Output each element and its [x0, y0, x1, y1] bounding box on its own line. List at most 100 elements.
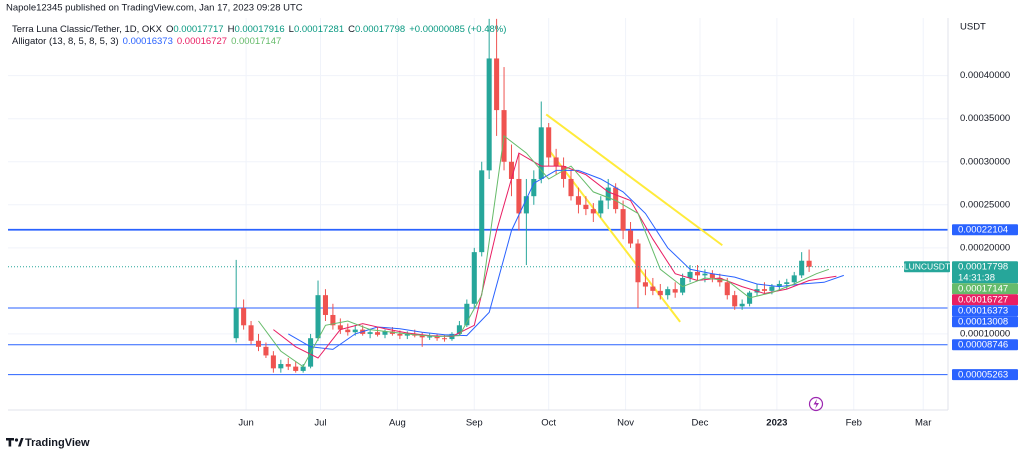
candle-body — [345, 329, 351, 333]
x-tick-label: 2023 — [766, 418, 787, 429]
y-tick-label: 0.00010000 — [960, 328, 1010, 339]
candle-body — [687, 271, 693, 278]
price-badge — [952, 294, 1018, 306]
candle-body — [776, 283, 782, 287]
x-tick-label: Dec — [692, 418, 709, 429]
legend-value: 0.00017281 — [294, 24, 344, 35]
candle-body — [278, 364, 284, 369]
legend-key: H — [228, 24, 235, 35]
candle-body — [531, 178, 537, 197]
legend-quote: Terra Luna Classic/Tether, 1D, OKX O0.000… — [12, 24, 506, 35]
indicator-line — [273, 152, 837, 359]
legend-title: Terra Luna Classic/Tether, 1D, OKX — [12, 24, 163, 35]
x-tick-label: Oct — [541, 418, 556, 429]
candle-body — [293, 366, 299, 371]
candle-body — [598, 200, 604, 214]
candle-body — [285, 364, 291, 367]
candle-body — [665, 289, 671, 296]
symbol-badge — [904, 261, 950, 273]
candle-body — [375, 332, 381, 335]
brand-logo — [6, 438, 24, 447]
candle-body — [233, 308, 239, 339]
candle-body — [672, 289, 678, 293]
price-badge — [952, 305, 1018, 317]
candle-body — [702, 273, 708, 276]
y-unit: USDT — [960, 22, 986, 33]
candle-body — [709, 273, 715, 278]
legend-key: C — [348, 24, 355, 35]
candle-body — [605, 187, 611, 201]
legend-key: O — [166, 24, 173, 35]
x-tick-label: Aug — [389, 418, 406, 429]
candle-body — [382, 331, 388, 335]
candle-body — [397, 333, 403, 336]
y-tick-label: 0.00035000 — [960, 113, 1010, 124]
price-badge — [952, 224, 1018, 236]
candle-body — [471, 252, 477, 304]
candle-body — [270, 355, 276, 369]
candle-body — [583, 204, 589, 210]
candle-body — [613, 187, 619, 210]
candle-body — [330, 314, 336, 326]
candle-body — [799, 260, 805, 276]
y-tick-label: 0.00040000 — [960, 70, 1010, 81]
y-tick-label: 0.00030000 — [960, 156, 1010, 167]
candle-body — [255, 340, 262, 347]
candle-body — [739, 303, 745, 307]
candle-body — [628, 230, 634, 244]
candle-body — [494, 58, 500, 111]
candle-body — [263, 346, 269, 356]
legend-indicator-name: Alligator (13, 8, 5, 8, 5, 3) — [12, 36, 119, 47]
trend-line — [545, 113, 723, 247]
candle-body — [657, 290, 663, 296]
price-badge-label: 0.00016373 — [958, 306, 1008, 317]
price-badge — [952, 283, 1018, 295]
candle-body — [516, 178, 522, 214]
legend-value: 0.00017798 — [355, 24, 405, 35]
candle-body — [479, 170, 485, 253]
candle-body — [352, 329, 358, 333]
candle-body — [561, 166, 567, 179]
candle-body — [538, 127, 544, 179]
indicator-line — [288, 169, 844, 350]
symbol-label: LUNCUSDT — [904, 261, 950, 271]
candle-body — [248, 325, 254, 341]
legend-value: 0.00017916 — [234, 24, 284, 35]
candle-body — [456, 325, 462, 334]
x-tick-label: Jul — [314, 418, 326, 429]
price-badge-label: 0.00022104 — [958, 225, 1008, 236]
candle-body — [434, 336, 440, 339]
event-icon — [808, 396, 824, 412]
legend-indicator-value: 0.00016727 — [177, 36, 227, 47]
candle-body — [650, 286, 656, 291]
legend-indicator-value: 0.00016373 — [123, 36, 173, 47]
candle-body — [575, 196, 581, 205]
candle-body — [486, 58, 492, 171]
x-tick-label: Mar — [915, 418, 931, 429]
candle-body — [464, 303, 470, 326]
candle-body — [732, 295, 738, 307]
y-tick-label: 0.00025000 — [960, 199, 1010, 210]
price-badge-label: 0.00005263 — [958, 369, 1008, 380]
price-badge — [952, 339, 1018, 351]
candle-body — [635, 243, 641, 283]
price-badge-label: 0.00017798 — [958, 262, 1008, 273]
published-note: Napole12345 published on TradingView.com… — [6, 3, 303, 14]
candle-body — [784, 282, 790, 284]
candle-body — [806, 260, 812, 267]
candle-body — [761, 289, 767, 291]
legend-value: 0.00017717 — [173, 24, 223, 35]
candle-body — [427, 336, 433, 338]
candle-body — [724, 282, 730, 296]
x-tick-label: Feb — [846, 418, 862, 429]
price-badge — [952, 316, 1018, 328]
legend-change: +0.00000085 (+0.48%) — [409, 24, 506, 35]
candle-body — [568, 178, 574, 197]
candle-body — [337, 325, 343, 330]
price-badge — [952, 369, 1018, 381]
candle-body — [441, 338, 448, 340]
plot-area — [8, 18, 948, 410]
legend-indicator-value: 0.00017147 — [231, 36, 281, 47]
price-badge — [952, 261, 1018, 284]
